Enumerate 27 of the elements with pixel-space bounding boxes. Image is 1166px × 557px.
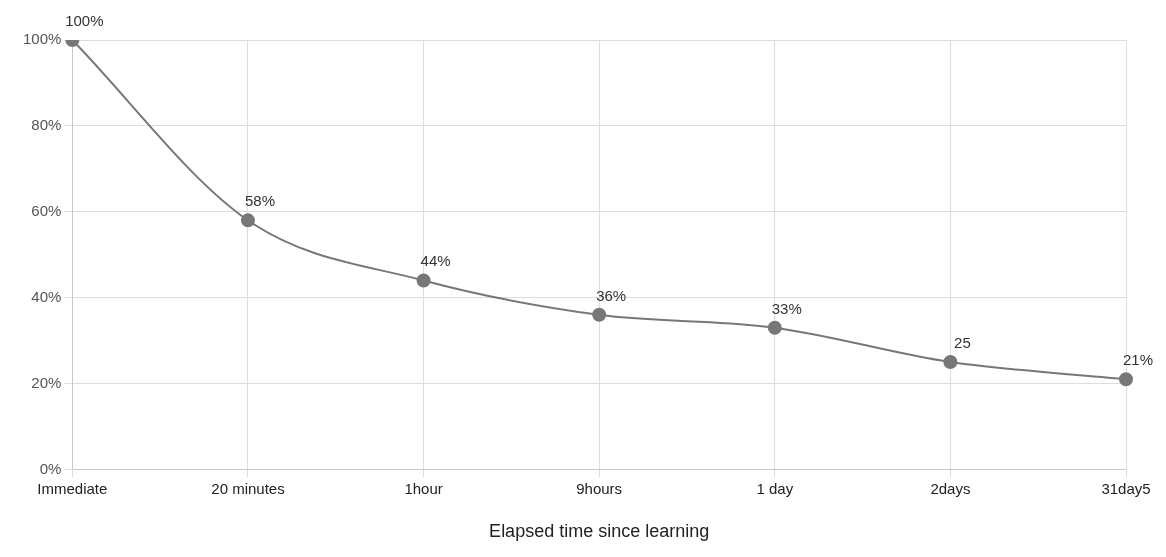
point (1119, 372, 1133, 387)
point (767, 320, 782, 335)
y-tick-label: 40% (31, 287, 62, 305)
x-tick-label: 1hour (404, 479, 443, 497)
y-tick-label: 80% (31, 116, 62, 134)
point (240, 213, 255, 228)
x-tick-label: 20 minutes (211, 479, 285, 497)
point (943, 355, 958, 370)
text: 58% (244, 192, 275, 210)
y-tick-label: 20% (31, 373, 62, 391)
x-tick-label: 9hours (576, 479, 623, 497)
y-tick-label: 0% (39, 459, 62, 477)
x-tick-label: 31day5 (1101, 479, 1151, 497)
text: 44% (420, 252, 451, 270)
y-tick-label: 60% (31, 201, 62, 219)
text: 36% (596, 286, 627, 304)
text: 21% (1122, 351, 1154, 369)
y-tick-label: 100% (22, 30, 62, 48)
text: 33% (771, 299, 802, 317)
x-tick-label: 1 day (756, 479, 794, 497)
text: 25 (954, 334, 971, 352)
text: 100% (65, 12, 104, 29)
point (416, 273, 431, 288)
x-axis-title: Elapsed time since learning (489, 521, 710, 542)
point (592, 307, 607, 322)
x-tick-label: Immediate (37, 479, 108, 497)
x-tick-label: 2days (930, 479, 971, 497)
